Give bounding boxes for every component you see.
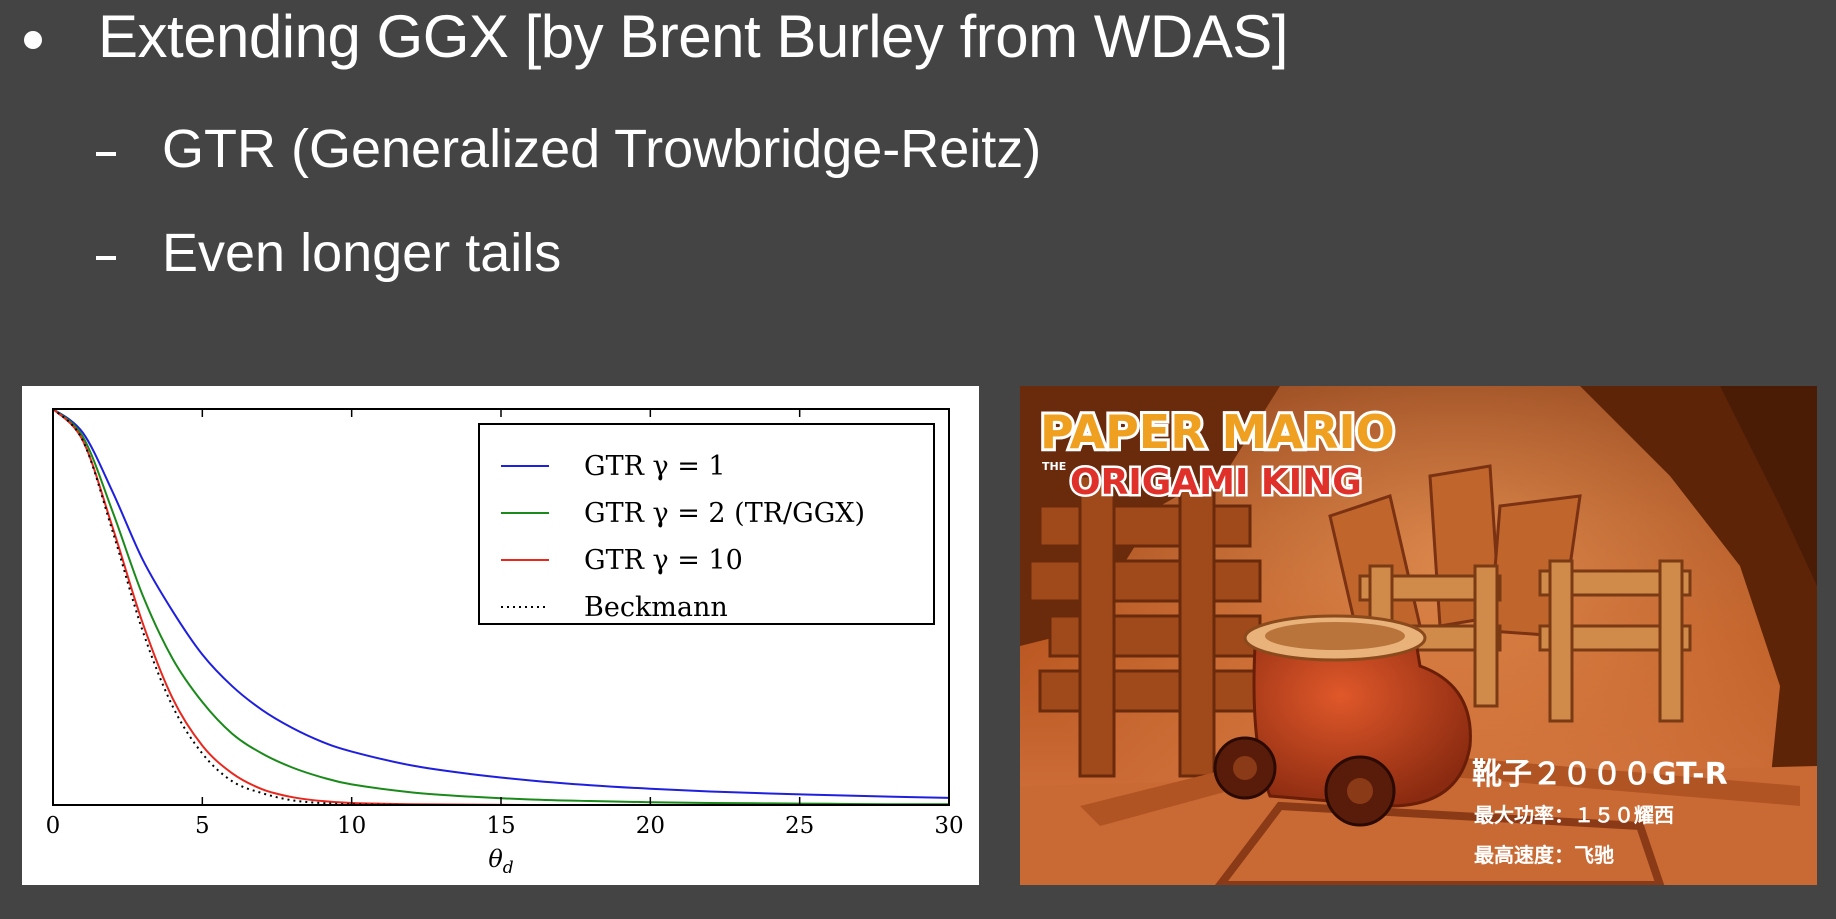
main-bullet-text: Extending GGX [by Brent Burley from WDAS… (98, 3, 1288, 70)
sub-bullet-text: GTR (Generalized Trowbridge-Reitz) (162, 119, 1042, 179)
bullet-dot (24, 30, 42, 49)
caption-title: 靴子２０００GT-R (1472, 757, 1728, 792)
gtr-chart-panel: 0 5 10 15 20 25 30 θd GTR γ = 1 GTR γ = 2 (TR/G… (22, 386, 979, 885)
x-axis-label: θd (488, 845, 513, 878)
x-tick-label: 20 (636, 813, 665, 839)
svg-text:THE: THE (1042, 460, 1066, 473)
game-scene: PAPER MARIO THE ORIGAMI KING 靴子２０００GT-R … (1020, 386, 1817, 885)
svg-text:ORIGAMI KING: ORIGAMI KING (1070, 462, 1362, 503)
svg-text:PAPER MARIO: PAPER MARIO (1040, 405, 1395, 459)
sub-bullet-dash (96, 256, 116, 260)
game-caption: 靴子２０００GT-R 最大功率：１５０耀西 最高速度：飞驰 (1472, 757, 1728, 867)
sub-bullet-dash (96, 152, 116, 156)
paper-mario-screenshot: PAPER MARIO THE ORIGAMI KING 靴子２０００GT-R … (1020, 386, 1817, 885)
sub-bullet-text: Even longer tails (162, 223, 562, 283)
sub-bullet-gtr: GTR (Generalized Trowbridge-Reitz) (96, 118, 1041, 180)
boot-car (1213, 614, 1472, 827)
legend-label: GTR γ = 10 (584, 545, 743, 576)
legend-label: Beckmann (584, 592, 728, 623)
legend-label: GTR γ = 1 (584, 451, 726, 482)
series-line-0 (52, 408, 950, 799)
x-tick-label: 10 (337, 813, 366, 839)
x-tick-label: 0 (46, 813, 61, 839)
caption-speed: 最高速度：飞驰 (1474, 843, 1614, 867)
main-bullet: Extending GGX [by Brent Burley from WDAS… (24, 2, 1288, 71)
x-tick-label: 5 (195, 813, 210, 839)
legend-box (478, 423, 935, 625)
sub-bullet-tails: Even longer tails (96, 222, 561, 284)
x-tick-label: 25 (785, 813, 814, 839)
chart-legend: GTR γ = 1 GTR γ = 2 (TR/GGX) GTR γ = 10 Bec… (478, 423, 935, 625)
x-tick-label: 30 (934, 813, 963, 839)
series-line-1 (52, 408, 950, 806)
gtr-chart: 0 5 10 15 20 25 30 θd GTR γ = 1 GTR γ = 2 (TR/G… (46, 408, 964, 878)
legend-label: GTR γ = 2 (TR/GGX) (584, 498, 865, 529)
paper-mario-logo: PAPER MARIO THE ORIGAMI KING (1037, 402, 1398, 506)
x-tick-label: 15 (486, 813, 515, 839)
caption-power: 最大功率：１５０耀西 (1474, 803, 1674, 827)
